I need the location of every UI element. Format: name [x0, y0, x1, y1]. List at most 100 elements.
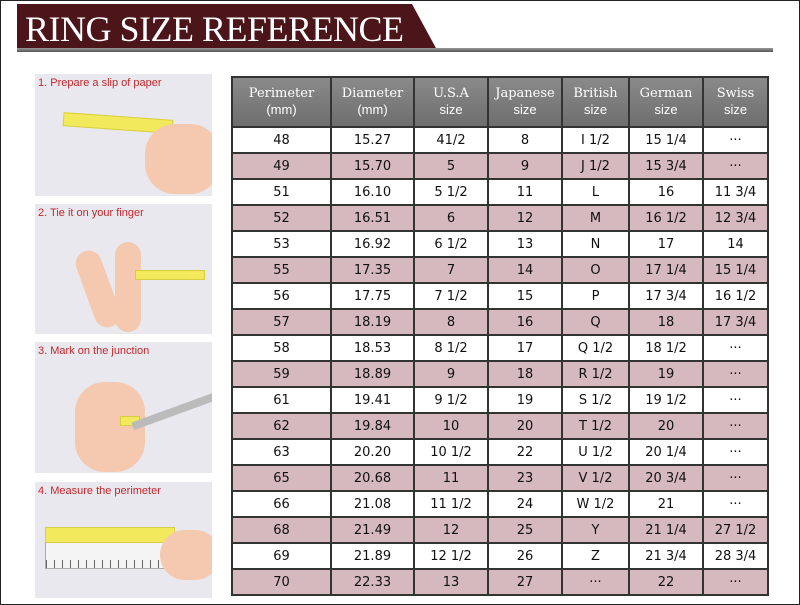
table-cell: 25	[487, 516, 563, 544]
table-row: 58 18.53 8 1/2 17 Q 1/2 18 1/2 ···	[231, 334, 769, 362]
paper-strip	[45, 527, 175, 543]
table-cell: 19.41	[330, 386, 415, 414]
table-row: 68 21.49 12 25 Y 21 1/4 27 1/2	[231, 516, 769, 544]
table-cell: 8	[487, 126, 563, 154]
table-cell: 66	[231, 490, 332, 518]
table-cell: 20 3/4	[628, 464, 704, 492]
table-row: 57 18.19 8 16 Q 18 17 3/4	[231, 308, 769, 336]
table-cell: ···	[702, 360, 769, 388]
table-cell: Z	[561, 542, 630, 570]
table-cell: 26	[487, 542, 563, 570]
table-cell: Y	[561, 516, 630, 544]
page-title: RING SIZE REFERENCE	[25, 9, 404, 49]
table-cell: 18.89	[330, 360, 415, 388]
ring-size-table: Perimeter (mm) Diameter (mm) U.S.A size Japane…	[231, 76, 769, 596]
table-cell: U 1/2	[561, 438, 630, 466]
table-cell: N	[561, 230, 630, 258]
table-cell: 62	[231, 412, 332, 440]
table-cell: ···	[702, 490, 769, 518]
table-cell: 19	[487, 386, 563, 414]
table-cell: 12 1/2	[413, 542, 489, 570]
table-cell: 49	[231, 152, 332, 180]
table-cell: 17	[487, 334, 563, 362]
hand-image	[145, 124, 212, 194]
table-cell: 23	[487, 464, 563, 492]
table-cell: 52	[231, 204, 332, 232]
header-unit: size	[654, 102, 678, 117]
column-header: German size	[628, 76, 704, 128]
table-cell: 9	[413, 360, 489, 388]
table-cell: 15 3/4	[628, 152, 704, 180]
table-cell: ···	[702, 568, 769, 596]
table-cell: 11 1/2	[413, 490, 489, 518]
table-cell: 63	[231, 438, 332, 466]
table-cell: 16.92	[330, 230, 415, 258]
table-cell: 9	[487, 152, 563, 180]
step-3-panel: 3. Mark on the junction	[35, 342, 212, 473]
step-4-panel: 4. Measure the perimeter	[35, 482, 212, 598]
table-cell: M	[561, 204, 630, 232]
table-row: 65 20.68 11 23 V 1/2 20 3/4 ···	[231, 464, 769, 492]
table-cell: 55	[231, 256, 332, 284]
table-cell: 16 1/2	[702, 282, 769, 310]
table-cell: 15 1/4	[628, 126, 704, 154]
table-cell: O	[561, 256, 630, 284]
finger-image	[115, 242, 141, 332]
table-cell: 19.84	[330, 412, 415, 440]
table-cell: 41/2	[413, 126, 489, 154]
table-cell: 68	[231, 516, 332, 544]
table-cell: 6	[413, 204, 489, 232]
table-cell: 14	[487, 256, 563, 284]
table-cell: 11	[413, 464, 489, 492]
table-cell: 16	[628, 178, 704, 206]
paper-strip	[135, 270, 205, 280]
table-cell: 18 1/2	[628, 334, 704, 362]
table-cell: 11 3/4	[702, 178, 769, 206]
table-cell: 24	[487, 490, 563, 518]
table-cell: 17	[628, 230, 704, 258]
hand-image	[160, 530, 212, 580]
table-row: 70 22.33 13 27 ··· 22 ···	[231, 568, 769, 596]
table-cell: 22.33	[330, 568, 415, 596]
table-cell: 10 1/2	[413, 438, 489, 466]
table-cell: ···	[702, 152, 769, 180]
table-cell: 18	[487, 360, 563, 388]
table-cell: 53	[231, 230, 332, 258]
header-label: Perimeter	[248, 86, 315, 101]
column-header: Swiss size	[702, 76, 769, 128]
column-header: Diameter (mm)	[330, 76, 415, 128]
table-cell: 11	[487, 178, 563, 206]
table-cell: Q	[561, 308, 630, 336]
table-cell: 16.51	[330, 204, 415, 232]
table-cell: 20	[487, 412, 563, 440]
table-row: 59 18.89 9 18 R 1/2 19 ···	[231, 360, 769, 388]
table-row: 52 16.51 6 12 M 16 1/2 12 3/4	[231, 204, 769, 232]
table-cell: 20 1/4	[628, 438, 704, 466]
header-label: Japanese	[495, 86, 555, 101]
table-row: 48 15.27 41/2 8 I 1/2 15 1/4 ···	[231, 126, 769, 154]
table-row: 69 21.89 12 1/2 26 Z 21 3/4 28 3/4	[231, 542, 769, 570]
table-cell: 27	[487, 568, 563, 596]
table-cell: ···	[702, 412, 769, 440]
divider	[17, 48, 773, 52]
table-cell: 21 3/4	[628, 542, 704, 570]
header-label: Diameter	[341, 86, 404, 101]
table-cell: 5	[413, 152, 489, 180]
table-cell: L	[561, 178, 630, 206]
table-cell: 19	[628, 360, 704, 388]
table-cell: 12	[487, 204, 563, 232]
table-cell: ···	[702, 386, 769, 414]
table-cell: 18.19	[330, 308, 415, 336]
table-cell: 17 3/4	[628, 282, 704, 310]
table-cell: S 1/2	[561, 386, 630, 414]
table-cell: 17 3/4	[702, 308, 769, 336]
table-row: 66 21.08 11 1/2 24 W 1/2 21 ···	[231, 490, 769, 518]
header-unit: size	[723, 102, 748, 117]
step-label: 1. Prepare a slip of paper	[38, 77, 162, 89]
table-row: 63 20.20 10 1/2 22 U 1/2 20 1/4 ···	[231, 438, 769, 466]
column-header: British size	[561, 76, 630, 128]
header-label: German	[639, 86, 693, 101]
table-cell: 9 1/2	[413, 386, 489, 414]
header-unit: (mm)	[357, 102, 388, 117]
table-cell: ···	[702, 464, 769, 492]
